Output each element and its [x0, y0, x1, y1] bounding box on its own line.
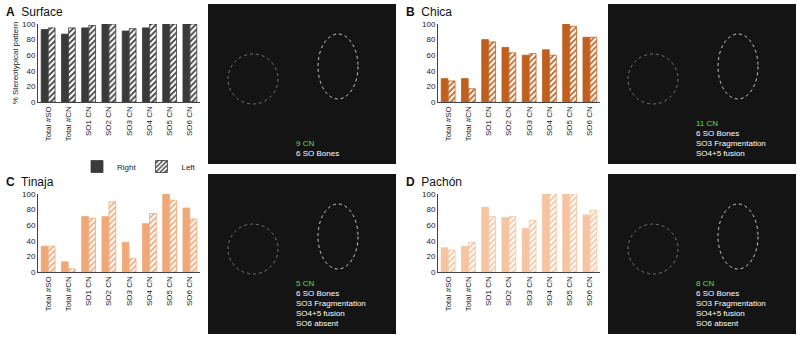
svg-text:20: 20 [26, 82, 35, 91]
svg-text:9 CN: 9 CN [296, 139, 314, 148]
svg-text:SO3 Fragmentation: SO3 Fragmentation [696, 299, 766, 308]
svg-text:SO6 CN: SO6 CN [585, 276, 594, 306]
svg-text:0: 0 [31, 98, 36, 107]
svg-text:60: 60 [426, 51, 435, 60]
svg-text:60: 60 [26, 51, 35, 60]
svg-text:80: 80 [26, 205, 35, 214]
svg-text:SO2 CN: SO2 CN [104, 276, 113, 306]
svg-text:C Tinaja: C Tinaja [6, 175, 54, 189]
svg-text:6 SO Bones: 6 SO Bones [696, 289, 739, 298]
svg-text:SO5 CN: SO5 CN [165, 276, 174, 306]
svg-text:SO4 CN: SO4 CN [145, 106, 154, 136]
svg-text:Total #SO: Total #SO [444, 276, 453, 311]
svg-text:B Chica: B Chica [406, 5, 452, 19]
svg-text:SO4+5 fusion: SO4+5 fusion [696, 309, 745, 318]
svg-text:SO3 CN: SO3 CN [125, 276, 134, 306]
svg-text:6 SO Bones: 6 SO Bones [296, 289, 339, 298]
svg-text:0: 0 [31, 268, 36, 277]
svg-text:100: 100 [22, 20, 36, 29]
svg-text:100: 100 [22, 190, 36, 199]
svg-text:SO4 CN: SO4 CN [145, 276, 154, 306]
svg-text:40: 40 [26, 237, 35, 246]
svg-text:5 CN: 5 CN [296, 279, 314, 288]
svg-text:20: 20 [26, 252, 35, 261]
svg-text:SO6 absent: SO6 absent [296, 319, 339, 328]
svg-text:SO2 CN: SO2 CN [504, 276, 513, 306]
svg-text:80: 80 [426, 35, 435, 44]
svg-text:6 SO Bones: 6 SO Bones [296, 149, 339, 158]
svg-text:SO3 Fragmentation: SO3 Fragmentation [296, 299, 366, 308]
svg-text:SO5 CN: SO5 CN [565, 106, 574, 136]
svg-text:SO3 CN: SO3 CN [525, 276, 534, 306]
svg-text:0: 0 [431, 98, 436, 107]
svg-text:% Stereotypical pattern: % Stereotypical pattern [11, 22, 20, 105]
svg-text:SO3 Fragmentation: SO3 Fragmentation [696, 139, 766, 148]
svg-text:20: 20 [426, 252, 435, 261]
svg-text:0: 0 [431, 268, 436, 277]
svg-text:SO2 CN: SO2 CN [104, 106, 113, 136]
svg-text:D Pachón: D Pachón [406, 175, 462, 189]
svg-text:6 SO Bones: 6 SO Bones [696, 129, 739, 138]
svg-text:80: 80 [426, 205, 435, 214]
svg-text:SO4+5 fusion: SO4+5 fusion [696, 149, 745, 158]
svg-text:Right: Right [117, 163, 136, 172]
svg-text:SO4 CN: SO4 CN [545, 276, 554, 306]
svg-text:SO3 CN: SO3 CN [525, 106, 534, 136]
svg-text:Total #SO: Total #SO [44, 276, 53, 311]
svg-text:SO4+5 fusion: SO4+5 fusion [296, 309, 345, 318]
svg-text:SO5 CN: SO5 CN [165, 106, 174, 136]
svg-text:SO6 CN: SO6 CN [585, 106, 594, 136]
svg-text:40: 40 [26, 67, 35, 76]
svg-text:SO6 CN: SO6 CN [185, 276, 194, 306]
svg-text:Total #SO: Total #SO [44, 106, 53, 141]
svg-text:Total #CN: Total #CN [64, 106, 73, 141]
svg-text:SO1 CN: SO1 CN [484, 106, 493, 136]
svg-text:60: 60 [26, 221, 35, 230]
svg-text:SO6 CN: SO6 CN [185, 106, 194, 136]
svg-text:Total #CN: Total #CN [464, 106, 473, 141]
svg-text:100: 100 [422, 190, 436, 199]
svg-text:8 CN: 8 CN [696, 279, 714, 288]
svg-text:SO2 CN: SO2 CN [504, 106, 513, 136]
svg-text:11 CN: 11 CN [696, 119, 718, 128]
svg-text:Total #CN: Total #CN [64, 276, 73, 311]
svg-text:60: 60 [426, 221, 435, 230]
svg-text:A Surface: A Surface [6, 5, 63, 19]
svg-text:20: 20 [426, 82, 435, 91]
svg-text:Total #SO: Total #SO [444, 106, 453, 141]
svg-text:SO5 CN: SO5 CN [565, 276, 574, 306]
svg-text:40: 40 [426, 67, 435, 76]
svg-text:SO4 CN: SO4 CN [545, 106, 554, 136]
svg-text:SO6 absent: SO6 absent [696, 319, 739, 328]
svg-text:SO1 CN: SO1 CN [484, 276, 493, 306]
svg-text:Total #CN: Total #CN [464, 276, 473, 311]
svg-text:40: 40 [426, 237, 435, 246]
svg-text:SO1 CN: SO1 CN [84, 276, 93, 306]
svg-text:SO3 CN: SO3 CN [125, 106, 134, 136]
svg-text:100: 100 [422, 20, 436, 29]
svg-text:Left: Left [181, 163, 195, 172]
svg-text:SO1 CN: SO1 CN [84, 106, 93, 136]
svg-text:80: 80 [26, 35, 35, 44]
